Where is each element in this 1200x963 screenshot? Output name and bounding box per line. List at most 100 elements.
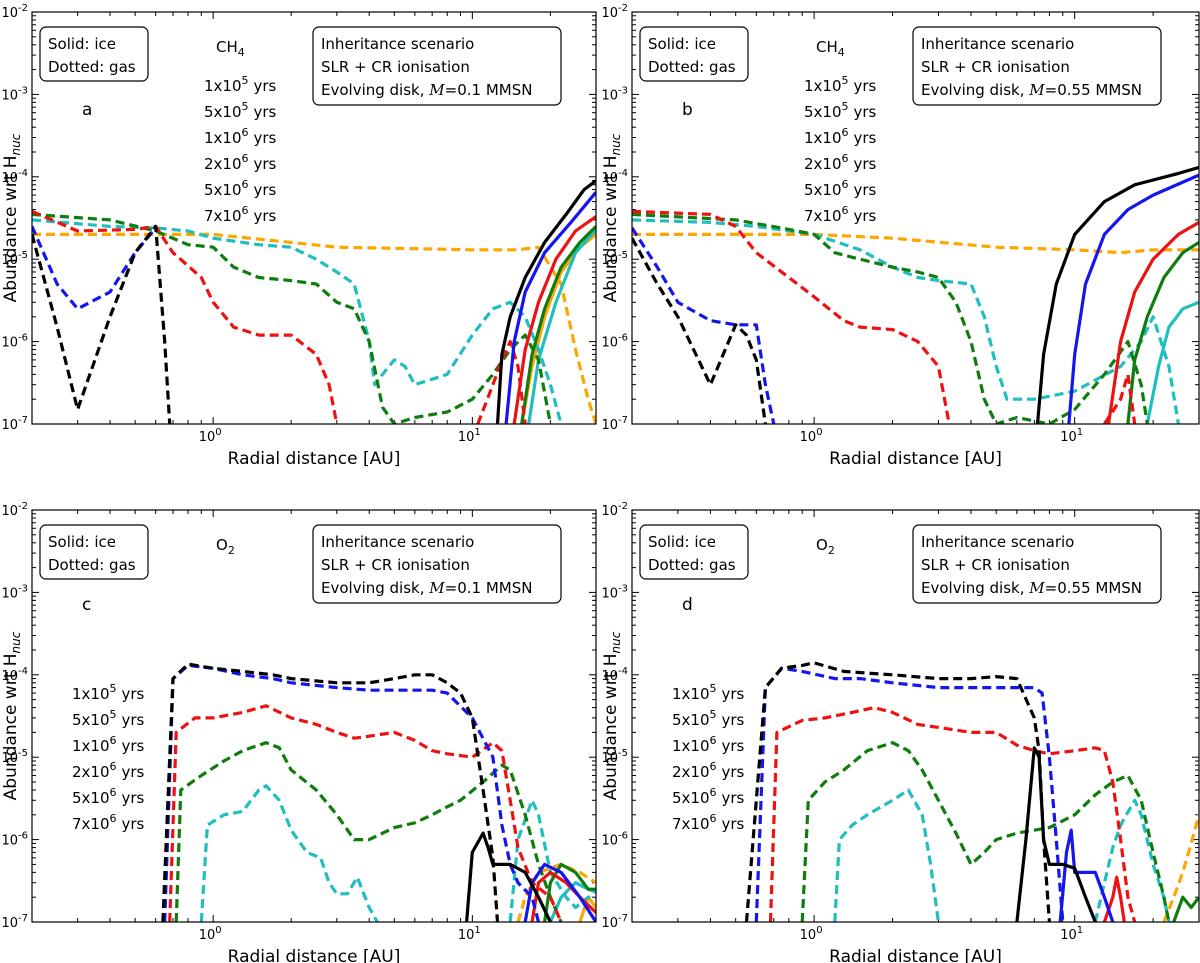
style-legend-dotted: Dotted: gas (648, 58, 736, 76)
legend-exponent: 5 (110, 708, 117, 721)
legend-exponent: 5 (242, 74, 249, 87)
gas-line-5e6 (32, 225, 157, 311)
panel-label: a (82, 100, 92, 120)
style-legend-dotted: Dotted: gas (48, 556, 136, 574)
y-tick-exponent: -3 (618, 85, 628, 96)
y-tick-exponent: -6 (618, 831, 628, 842)
y-tick-exponent: -6 (18, 333, 28, 344)
x-tick-exponent: 0 (215, 427, 221, 438)
legend-exponent: 6 (842, 204, 849, 217)
legend-exponent: 6 (710, 786, 717, 799)
x-axis-label: Radial distance [AU] (829, 449, 1002, 469)
legend-entry-1e6: 1x106 yrs (672, 734, 745, 755)
y-axis-label: Abundance wrt Hnuc (1, 133, 23, 302)
gas-line-5e6 (754, 666, 1065, 922)
ice-line-2e6 (512, 215, 596, 424)
species-sub: 2 (828, 544, 835, 557)
legend-exponent: 6 (110, 734, 117, 747)
gas-line-1e5 (632, 232, 1199, 255)
y-tick-exponent: -6 (618, 333, 628, 344)
mass-value: =0.55 MMSN (1045, 81, 1142, 99)
plot-frame (31, 509, 597, 923)
y-tick-exponent: -4 (18, 168, 28, 179)
scenario-line-1: Inheritance scenario (921, 533, 1074, 551)
mass-value: =0.1 MMSN (445, 579, 533, 597)
gas-line-1e6 (32, 212, 552, 424)
tick-marks (31, 509, 597, 923)
ice-line-7e6 (465, 831, 552, 922)
legend-entry-1e5: 1x105 yrs (804, 74, 877, 95)
legend-unit: yrs (254, 103, 277, 121)
style-legend: Solid: ice Dotted: gas (39, 524, 149, 580)
y-tick-exponent: -2 (618, 501, 628, 512)
gas-line-2e6 (1103, 372, 1137, 424)
legend-entry-1e6: 1x106 yrs (72, 734, 145, 755)
mass-symbol: M (428, 81, 445, 99)
series-lines (632, 165, 1199, 424)
y-tick-label: 10-3 (601, 85, 628, 103)
x-axis-label: Radial distance [AU] (228, 947, 401, 963)
y-tick-exponent: -5 (18, 748, 28, 759)
y-tick-exponent: -5 (618, 250, 628, 261)
legend-entry-5e6: 5x106 yrs (804, 178, 877, 199)
species-label: CH4 (816, 38, 845, 59)
style-legend-dotted: Dotted: gas (648, 556, 736, 574)
x-tick-label: 100 (800, 427, 823, 445)
x-tick-exponent: 0 (816, 925, 822, 936)
gas-line-2e6 (632, 209, 951, 424)
legend-entry-2e6: 2x106 yrs (672, 760, 745, 781)
scenario-box (312, 524, 562, 604)
series-lines (161, 662, 596, 922)
ice-line-5e6 (1067, 173, 1199, 424)
gas-line-1e5 (516, 862, 596, 922)
ice-line-5e6 (1058, 828, 1115, 922)
legend-entry-7e6: 7x106 yrs (72, 812, 145, 833)
legend-unit: yrs (722, 789, 745, 807)
gas-line-1e5 (1162, 814, 1199, 922)
ice-line-1e6 (543, 862, 596, 922)
plot-frame (631, 11, 1200, 425)
y-tick-label: 10-3 (601, 583, 628, 601)
legend-unit: yrs (122, 789, 145, 807)
y-tick-exponent: -7 (618, 913, 628, 924)
scenario-line-2: SLR + CR ionisation (321, 556, 470, 574)
panel-label: d (682, 595, 693, 615)
gas-line-1e6 (632, 212, 1149, 424)
species-sub: 4 (838, 46, 845, 59)
legend-entry-7e6: 7x106 yrs (804, 204, 877, 225)
legend-unit: yrs (254, 207, 277, 225)
legend-unit: yrs (122, 815, 145, 833)
x-tick-exponent: 1 (1077, 427, 1083, 438)
series-lines (32, 179, 596, 424)
legend-unit: yrs (722, 763, 745, 781)
gas-line-2e6 (476, 340, 527, 424)
style-legend-dotted: Dotted: gas (48, 58, 136, 76)
style-legend: Solid: ice Dotted: gas (639, 524, 749, 580)
x-tick-label: 101 (458, 925, 481, 943)
y-tick-label: 10-6 (601, 831, 628, 849)
y-axis-label: Abundance wrt Hnuc (601, 631, 623, 800)
y-tick-exponent: -3 (18, 583, 28, 594)
y-tick-exponent: -4 (18, 666, 28, 677)
y-tick-label: 10-7 (1, 415, 28, 433)
y-axis-label-sub: nuc (9, 631, 23, 653)
y-axis-label-sub: nuc (609, 133, 623, 155)
legend-exponent: 5 (242, 100, 249, 113)
gas-line-5e5 (833, 788, 940, 922)
legend-entry-5e6: 5x106 yrs (672, 786, 745, 807)
ice-line-7e6 (495, 179, 596, 424)
legend-unit: yrs (854, 103, 877, 121)
gas-line-2e6 (168, 704, 563, 922)
scenario-line-1: Inheritance scenario (321, 35, 474, 53)
y-tick-exponent: -7 (18, 913, 28, 924)
scenario-legend: Inheritance scenario SLR + CR ionisation E… (912, 524, 1162, 604)
legend-unit: yrs (722, 737, 745, 755)
style-legend-box (39, 524, 149, 580)
legend-unit: yrs (854, 155, 877, 173)
legend-entry-7e6: 7x106 yrs (672, 812, 745, 833)
y-tick-exponent: -4 (618, 168, 628, 179)
y-tick-label: 10-2 (601, 3, 628, 21)
legend-entry-1e5: 1x105 yrs (204, 74, 277, 95)
